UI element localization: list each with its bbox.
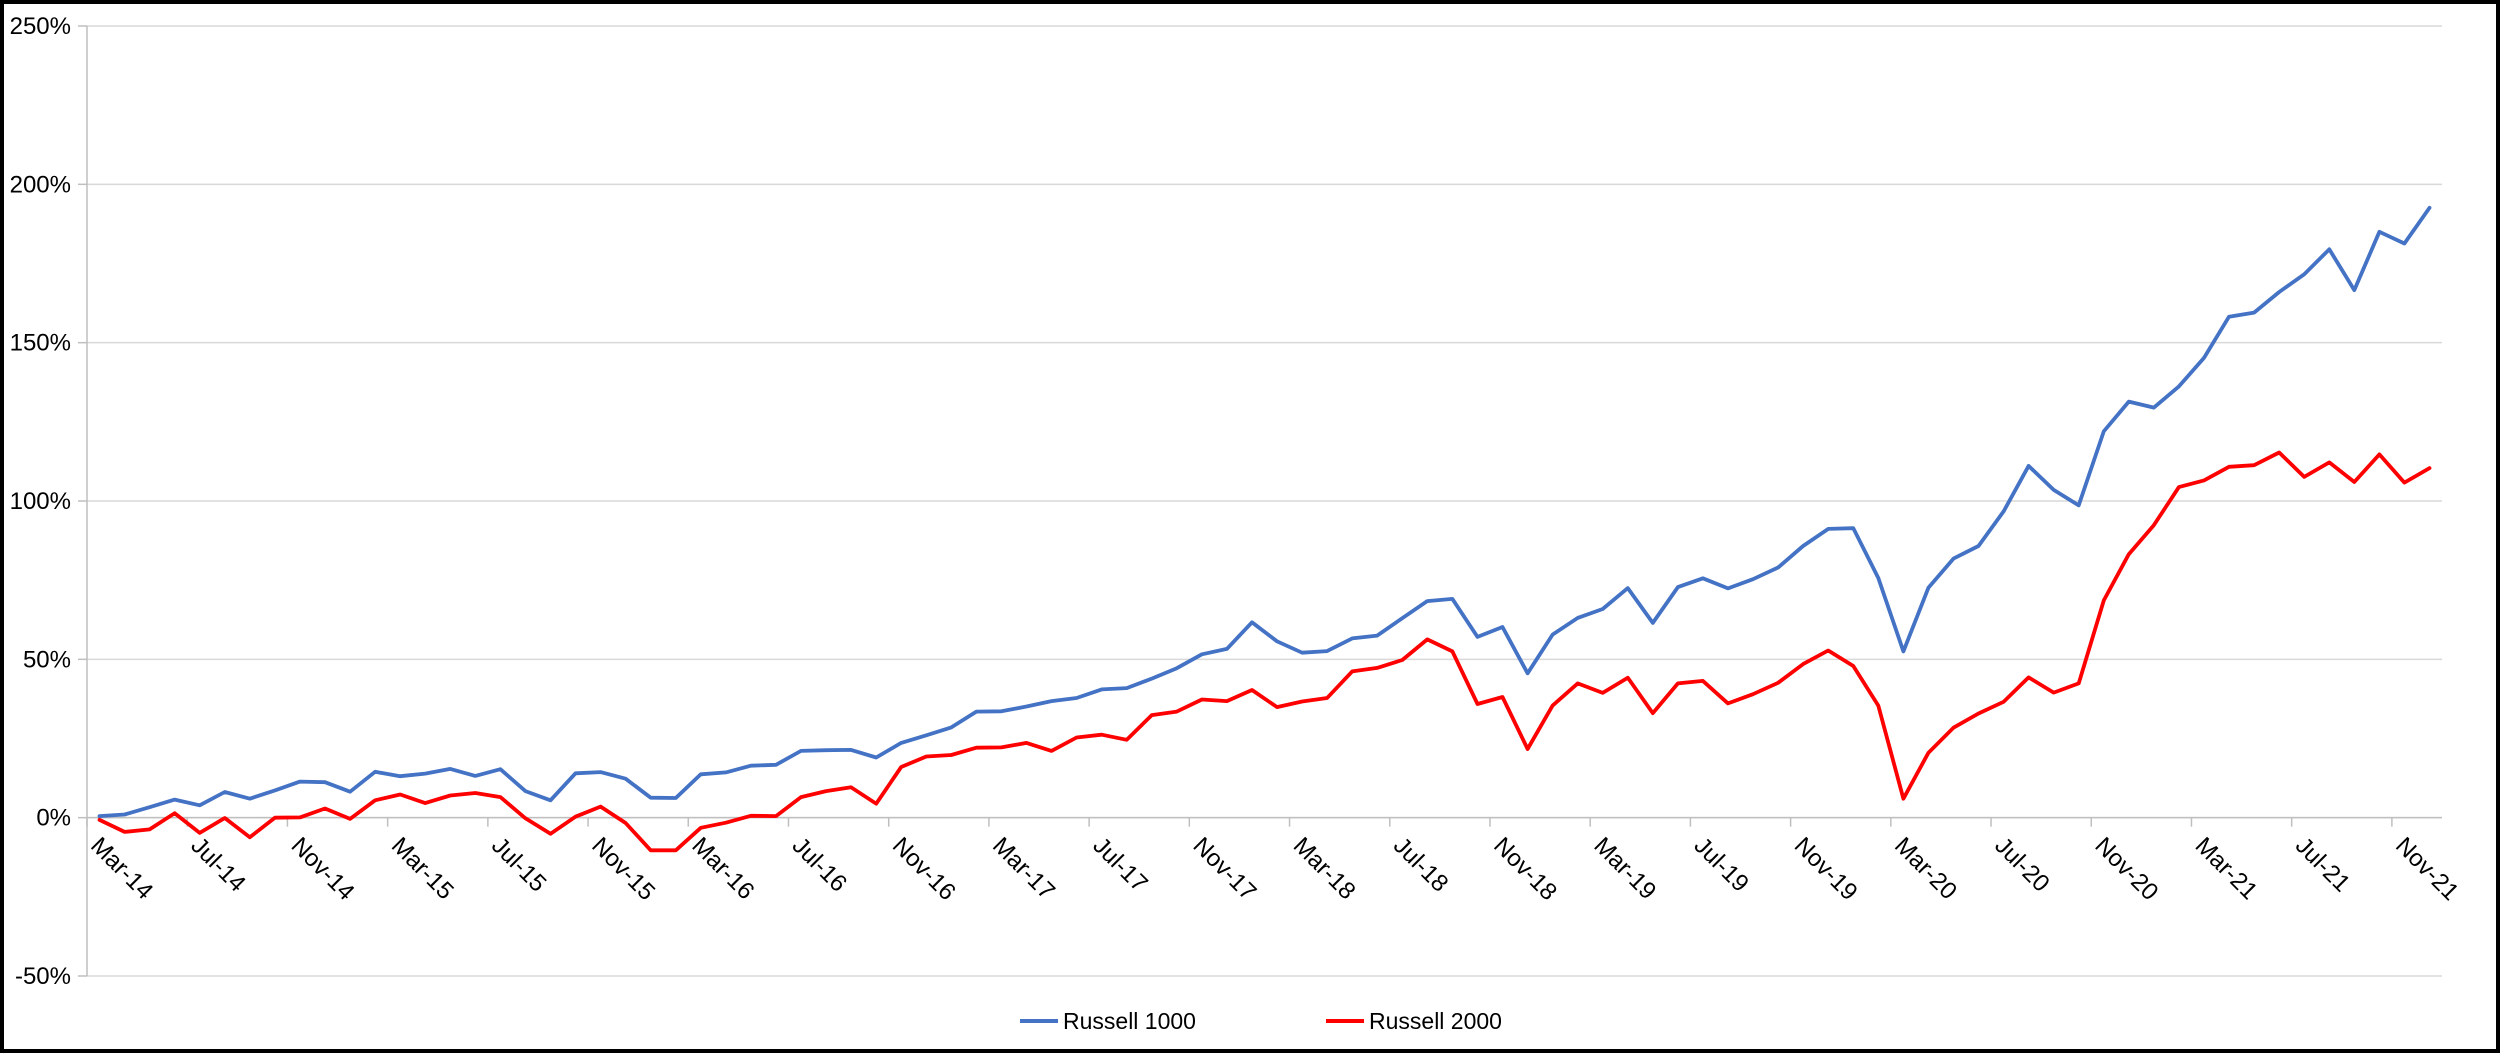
y-axis-label: 50% bbox=[23, 646, 71, 673]
y-axis-label: 0% bbox=[36, 805, 71, 832]
y-axis-label: 250% bbox=[10, 13, 71, 40]
y-axis-labels: 250% 200% 150% 100% 50% 0% -50% bbox=[10, 13, 71, 990]
axes bbox=[78, 25, 2442, 977]
y-axis-label: 200% bbox=[10, 171, 71, 198]
y-axis-label: 100% bbox=[10, 488, 71, 515]
legend-label-russell-1000: Russell 1000 bbox=[1063, 1008, 1196, 1034]
y-axis-label: 150% bbox=[10, 330, 71, 357]
russell-2000-line bbox=[97, 450, 2432, 853]
data-series bbox=[97, 205, 2432, 853]
legend: Russell 1000 Russell 2000 bbox=[1020, 1008, 1502, 1034]
legend-label-russell-2000: Russell 2000 bbox=[1369, 1008, 1502, 1034]
y-axis-label: -50% bbox=[15, 963, 71, 990]
russell-1000-line bbox=[97, 205, 2432, 818]
